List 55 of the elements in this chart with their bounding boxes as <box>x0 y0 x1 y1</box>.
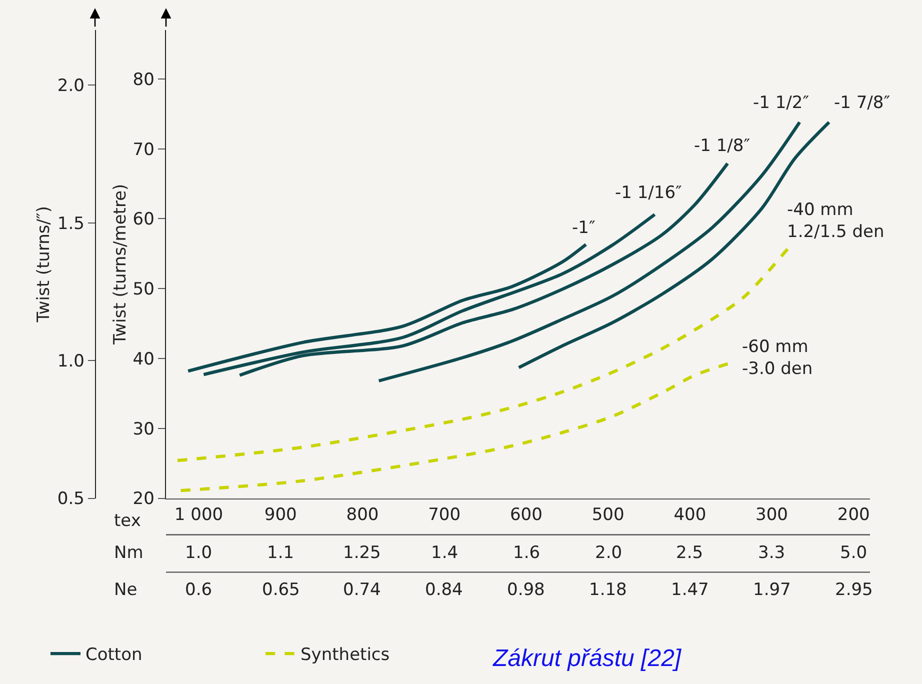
text: 5.0 <box>840 543 868 563</box>
text: 1.47 <box>671 580 709 600</box>
text: Zákrut přástu [22] <box>492 645 682 672</box>
text: Nm <box>114 543 144 563</box>
text: Ne <box>114 580 138 600</box>
legend-label: Synthetics <box>300 645 390 666</box>
y-tick-label: 20 <box>132 489 154 510</box>
annotation: -1 1/2″ <box>753 93 810 113</box>
x-axis-title: tex <box>114 511 141 531</box>
x-tick-label: 600 <box>510 504 542 525</box>
x-tick-label: 900 <box>264 504 297 525</box>
text: 2.0 <box>595 543 622 563</box>
text: 1.18 <box>589 580 627 600</box>
text: 3.3 <box>758 543 786 563</box>
text: 2.5 <box>676 543 704 563</box>
text: 0.84 <box>425 580 463 600</box>
text: 1.6 <box>513 543 540 563</box>
legend-label: Cotton <box>86 645 142 666</box>
line-series <box>179 362 731 492</box>
annotation: -60 mm -3.0 den <box>742 337 813 380</box>
x-tick-label: 400 <box>674 504 706 525</box>
y2-tick-label: 1.0 <box>57 351 84 372</box>
line-series <box>186 242 588 373</box>
text: 1.4 <box>431 543 458 563</box>
annotation: -1″ <box>572 218 596 238</box>
annotation: -1 1/16″ <box>615 183 682 203</box>
x-tick-label: 700 <box>428 504 461 525</box>
y-tick-label: 30 <box>132 419 154 440</box>
y-axis-title: Twist (turns/metre) <box>110 184 130 346</box>
y-tick-label: 50 <box>132 280 154 300</box>
text: 0.98 <box>507 580 545 600</box>
text: 0.74 <box>343 580 381 600</box>
annotation: -1 1/8″ <box>694 136 750 156</box>
text: 1.0 <box>185 543 212 563</box>
x-tick-label: 800 <box>346 504 379 525</box>
y-tick-label: 80 <box>132 70 154 90</box>
text: 0.65 <box>262 580 300 600</box>
x-tick-label: 1 000 <box>174 504 224 525</box>
y2-tick-label: 0.5 <box>57 489 84 510</box>
annotation: -40 mm 1.2/1.5 den <box>787 200 884 242</box>
y2-tick-label: 1.5 <box>57 214 84 234</box>
y-tick-label: 70 <box>132 140 154 160</box>
text: 1.1 <box>267 543 294 563</box>
y-tick-label: 60 <box>132 210 154 230</box>
x-tick-label: 500 <box>592 504 624 525</box>
text: 2.95 <box>835 580 873 600</box>
y2-tick-label: 2.0 <box>57 76 84 96</box>
y-tick-label: 40 <box>132 349 154 370</box>
x-tick-label: 200 <box>837 504 870 525</box>
text: 1.97 <box>753 580 791 600</box>
x-tick-label: 300 <box>756 504 788 525</box>
annotation: -1 7/8″ <box>834 93 890 113</box>
y2-axis-title: Twist (turns/″) <box>34 206 54 324</box>
text: 0.6 <box>185 580 212 600</box>
text: 1.25 <box>343 543 381 563</box>
